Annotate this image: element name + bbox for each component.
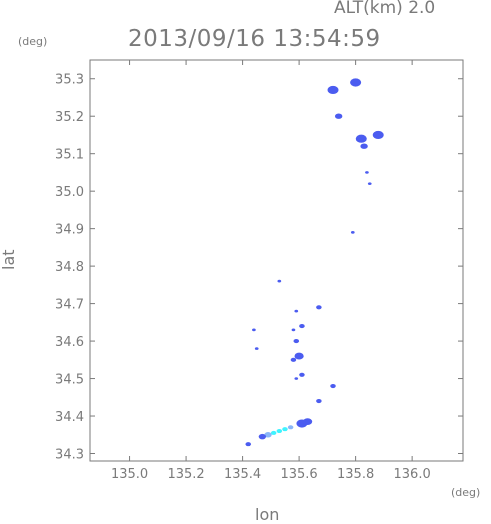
data-point [299,324,305,329]
data-point [254,347,259,350]
x-tick-label: 135.8 [337,467,374,482]
data-point [334,113,343,119]
data-point [276,428,283,434]
data-point [245,442,252,447]
data-point [302,418,313,426]
y-axis-unit: (deg) [18,35,48,48]
x-tick-label: 135.2 [167,467,204,482]
data-point [355,134,367,143]
x-tick-label: 136.0 [394,467,431,482]
plot-frame [89,59,464,462]
data-point [294,309,299,313]
data-point [294,377,299,380]
y-tick-label: 35.3 [55,73,84,88]
y-tick-label: 35.2 [55,110,84,125]
chart-title: ALT(km) 2.0 [334,0,436,18]
x-tick-label: 135.6 [280,467,317,482]
data-point [287,425,294,430]
y-tick-label: 34.5 [55,373,84,388]
y-tick-label: 34.8 [55,260,84,275]
y-tick-label: 35.1 [55,148,84,163]
data-point [327,85,339,95]
data-point [277,279,282,283]
y-axis-label: lat [0,249,18,270]
data-point [316,398,322,404]
data-point [264,432,272,438]
data-point [316,305,322,310]
data-point [282,427,288,432]
data-point [367,182,372,186]
data-point [299,372,305,377]
data-point [330,384,336,389]
y-tick-label: 35.0 [55,185,84,200]
data-point [365,171,369,174]
data-point [258,433,267,440]
chart-subtitle: 2013/09/16 13:54:59 [128,26,381,52]
y-tick-label: 34.3 [55,448,84,463]
data-point [252,328,256,332]
x-axis-ticks: 135.0 135.2 135.4 135.6 135.8 136.0 [111,60,431,482]
data-point [293,339,300,344]
y-tick-label: 34.6 [55,335,84,350]
data-point [360,143,368,149]
data-point [294,352,304,360]
x-tick-label: 135.4 [224,467,261,482]
y-axis-ticks: 34.3 34.4 34.5 34.6 34.7 34.8 34.9 35.0 35.1 35.2… [55,73,463,463]
y-tick-label: 34.4 [55,410,84,425]
data-point [372,130,384,140]
x-tick-label: 135.0 [111,467,148,482]
y-tick-label: 34.9 [55,223,84,238]
x-axis-label: lon [255,505,280,524]
data-point [290,357,297,362]
data-point [291,328,296,332]
data-point [350,78,362,87]
data-point [350,231,355,234]
data-points [245,78,384,447]
x-axis-unit: (deg) [451,486,481,499]
data-point [270,430,277,435]
y-tick-label: 34.7 [55,298,84,313]
